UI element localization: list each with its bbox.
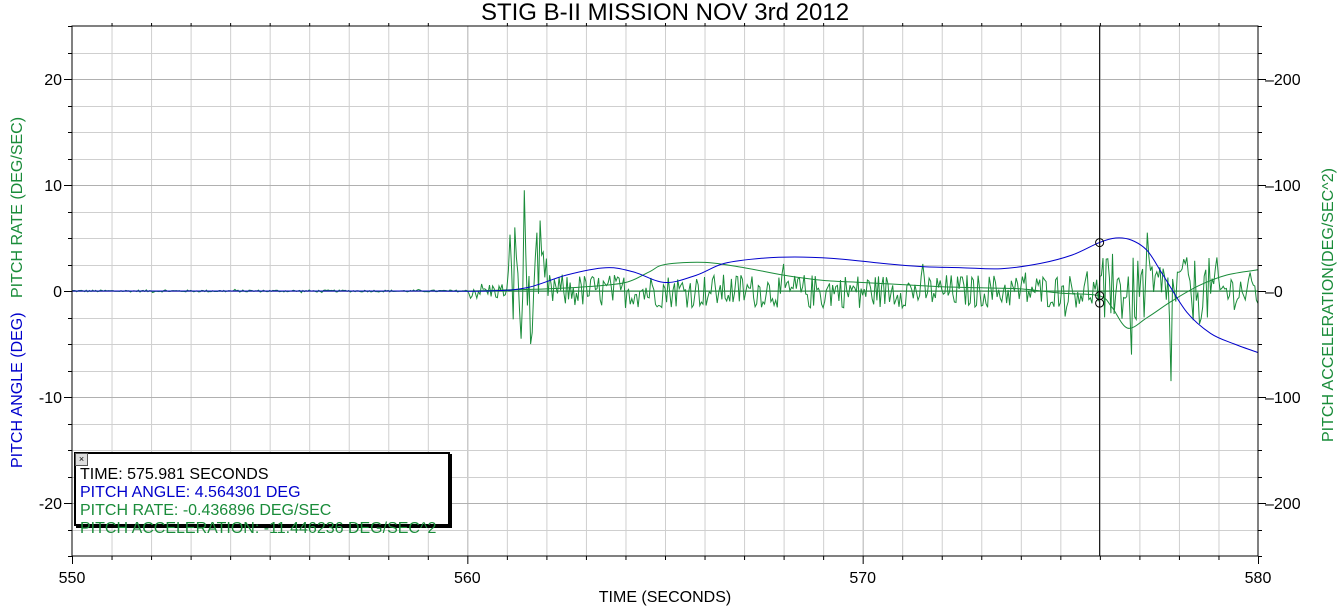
y-tick-label-right: –200	[1265, 496, 1301, 513]
y-axis-label-right: PITCH ACCELERATION(DEG/SEC^2)	[1320, 168, 1337, 442]
y-tick-label-right: –0	[1265, 284, 1283, 301]
readout-box: × TIME: 575.981 SECONDS PITCH ANGLE: 4.5…	[74, 452, 450, 537]
y-axis-label-angle: PITCH ANGLE (DEG)	[9, 312, 26, 468]
y-tick-label-left: -10	[39, 390, 62, 407]
y-tick-label-left: 0	[53, 284, 62, 301]
cursor-markers	[1095, 238, 1105, 308]
y-tick-label-left: -20	[39, 496, 62, 513]
close-icon[interactable]: ×	[75, 453, 88, 466]
series-line-pitch-angle	[71, 237, 1259, 353]
y-tick-label-left: 10	[44, 178, 62, 195]
series-line-pitch-acceleration	[71, 190, 1259, 382]
series-layer	[71, 190, 1259, 382]
y-tick-label-right: –100	[1265, 178, 1301, 195]
x-tick-label: 580	[1245, 570, 1272, 587]
x-tick-label: 560	[454, 570, 481, 587]
y-axis-label-rate: PITCH RATE (DEG/SEC)	[9, 117, 26, 298]
chart-title: STIG B-II MISSION NOV 3rd 2012	[481, 0, 849, 26]
y-tick-label-left: 20	[44, 72, 62, 89]
x-tick-label: 550	[59, 570, 86, 587]
y-tick-label-right: –200	[1265, 72, 1301, 89]
x-axis-label: TIME (SECONDS)	[599, 589, 731, 606]
x-tick-label: 570	[849, 570, 876, 587]
marker-pitch-angle	[1095, 238, 1105, 248]
tick-layer: 550 560 570 580 20 10 0 -10 -20 –200 –100 –0 –100 –20…	[39, 23, 1301, 587]
marker-pitch-acceleration	[1095, 298, 1105, 308]
readout-angle: PITCH ANGLE: 4.564301 DEG	[80, 484, 301, 501]
readout-time: TIME: 575.981 SECONDS	[80, 466, 269, 483]
y-tick-label-right: –100	[1265, 390, 1301, 407]
readout-rate: PITCH RATE: -0.436896 DEG/SEC	[80, 502, 332, 519]
readout-accel: PITCH ACCELERATION: -11.446236 DEG/SEC^2	[80, 520, 437, 537]
